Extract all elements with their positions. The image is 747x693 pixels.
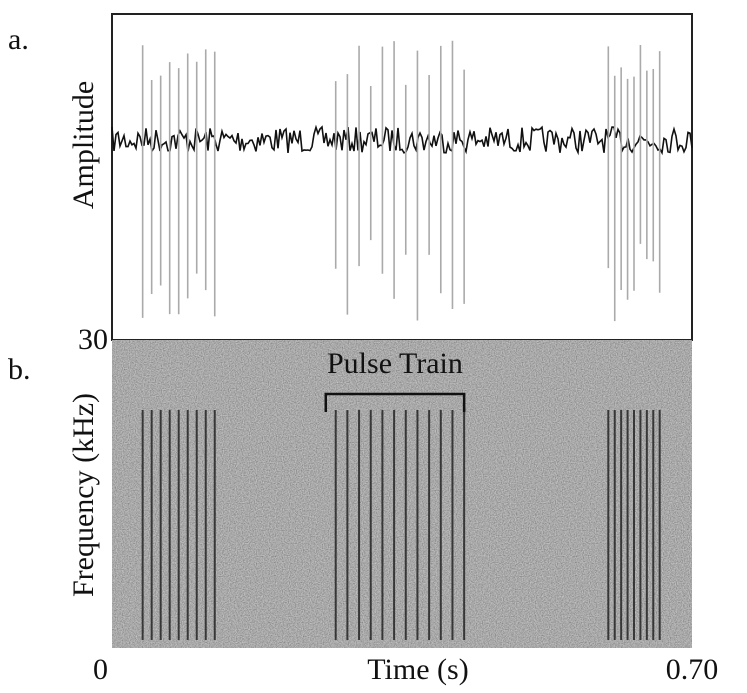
x-tick-label: 0.70 (666, 653, 719, 686)
y-axis-label: Frequency (kHz) (67, 393, 100, 597)
panel-label: b. (8, 353, 31, 386)
annotation-bracket (324, 392, 466, 412)
y-tick-label: 30 (78, 323, 108, 356)
marks (111, 40, 693, 640)
x-axis-label: Time (s) (367, 653, 468, 686)
x-tick-label: 0 (93, 653, 108, 686)
waveform-frame (111, 13, 693, 341)
spectrogram-background (112, 340, 692, 648)
y-axis-label: Amplitude (67, 81, 100, 209)
annotation-text: Pulse Train (327, 347, 463, 380)
noise-trace (111, 124, 693, 156)
panel-label: a. (8, 23, 29, 56)
